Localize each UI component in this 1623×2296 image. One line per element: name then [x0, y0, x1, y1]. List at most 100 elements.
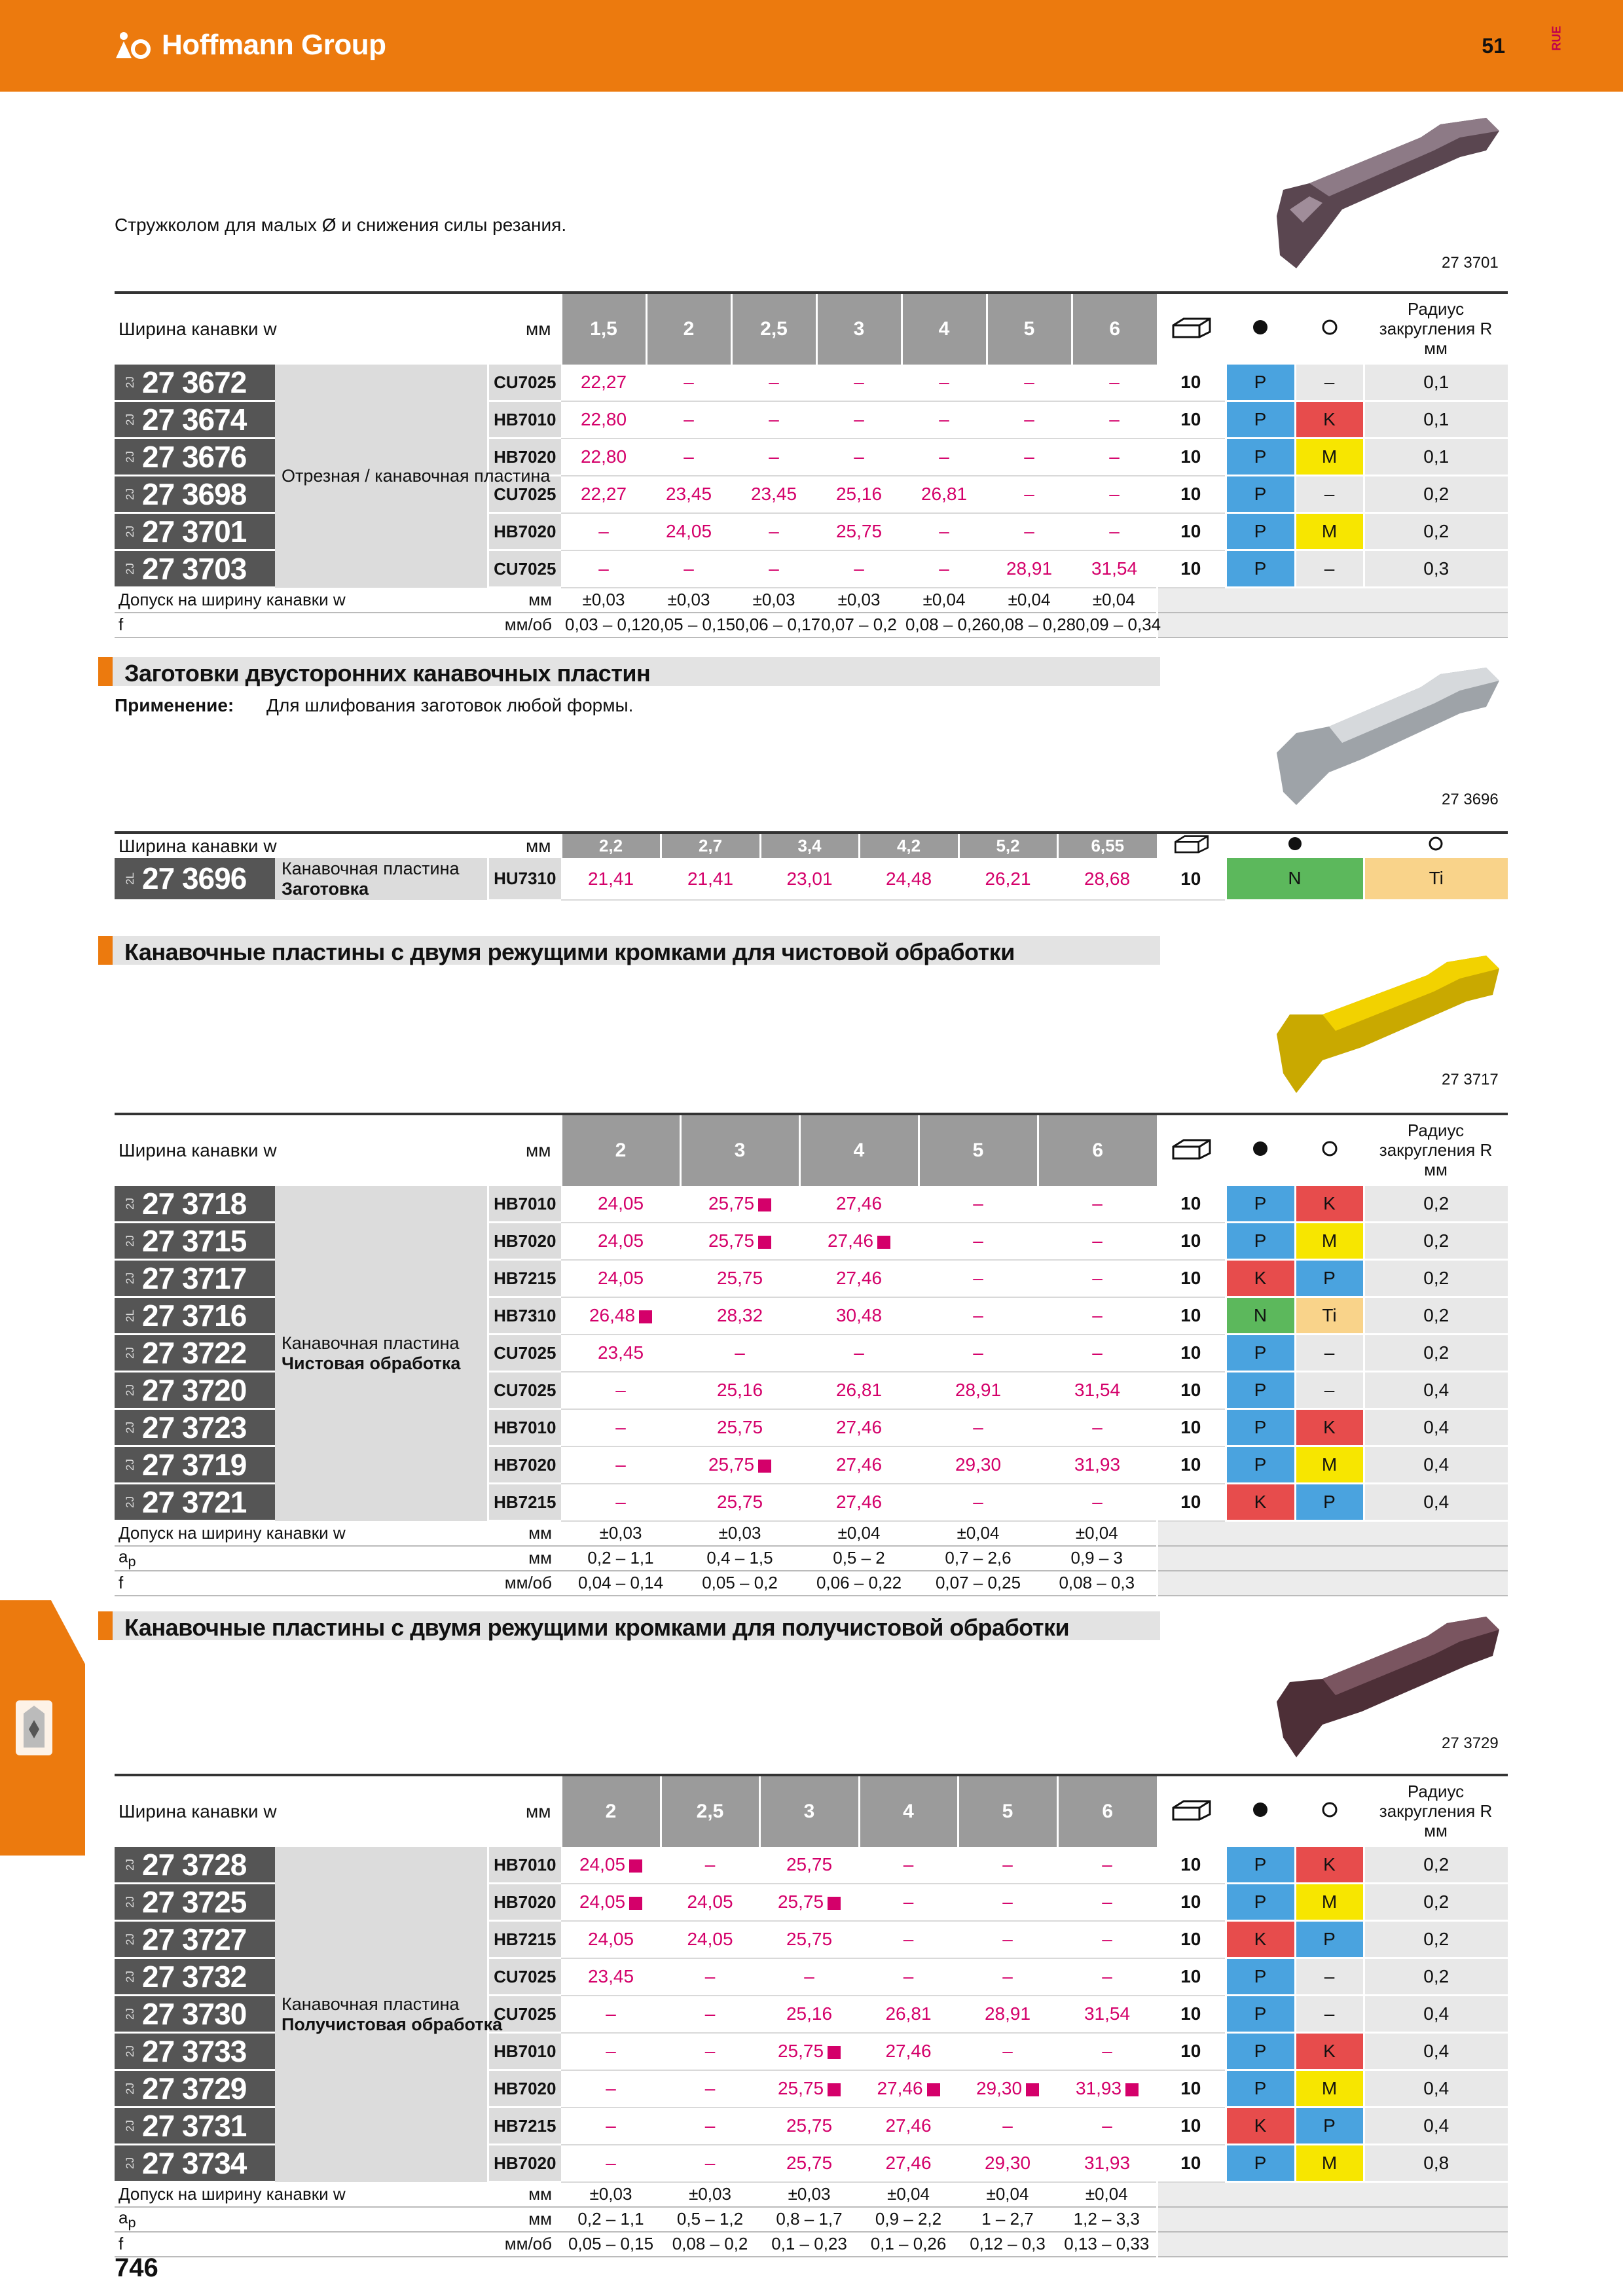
- article-code[interactable]: 2J 27 3719: [115, 1446, 275, 1484]
- grade: HB7020: [486, 1446, 562, 1484]
- table-row[interactable]: 2J 27 3703 CU7025– – – – –28,91 31,54 10 P –0,3: [115, 550, 1508, 588]
- stock-marker-icon: [1125, 2083, 1139, 2096]
- price-value: 25,75: [777, 1892, 824, 1912]
- table-row[interactable]: 2J 27 3672 Отрезная / канавочная пластина C…: [115, 365, 1508, 588]
- article-code[interactable]: 2L 27 3696: [115, 858, 275, 901]
- table-row[interactable]: 2J 27 3734 HB7020 – – 25,75 27,46 29,30 31,93 10 P…: [115, 2144, 1508, 2183]
- price-value: –: [1092, 1342, 1103, 1363]
- price-value: –: [973, 1342, 983, 1363]
- width-label: Ширина канавки w: [115, 1774, 488, 1847]
- feed-value: 0,06 – 0,22: [799, 1570, 919, 1596]
- table-row[interactable]: 2J 27 3718 Канавочная пластина Чистовая обр…: [115, 1186, 1508, 1521]
- price: 27,46: [799, 1446, 919, 1484]
- package-qty: 10: [1157, 2032, 1226, 2071]
- article-code[interactable]: 2J 27 3701: [115, 512, 275, 551]
- price: –: [646, 401, 732, 439]
- price-value: 25,75: [786, 1929, 833, 1949]
- price-value: 25,75: [716, 1268, 763, 1288]
- article-code[interactable]: 2J 27 3729: [115, 2070, 275, 2108]
- article-code[interactable]: 2J 27 3731: [115, 2107, 275, 2145]
- article-code[interactable]: 2J 27 3703: [115, 550, 275, 588]
- table-row[interactable]: 2L 27 3716 HB7310 26,48 28,32 30,48 – – 10 N Ti 0,2: [115, 1297, 1508, 1335]
- article-number: 27 3698: [142, 477, 247, 511]
- grade: HB7215: [486, 2107, 562, 2145]
- empty-cell: [1156, 1570, 1508, 1596]
- article-code[interactable]: 2J 27 3720: [115, 1371, 275, 1410]
- price: –: [958, 1847, 1058, 1884]
- table-row[interactable]: 2J 27 3722 CU7025 23,45– – – –10 P –0,2: [115, 1334, 1508, 1372]
- width-col: 6: [1036, 1113, 1158, 1186]
- table-row[interactable]: 2J 27 3717 HB7215 24,05 25,75 27,46 – – 10 K P 0,2: [115, 1259, 1508, 1298]
- article-code[interactable]: 2J 27 3728: [115, 1847, 275, 1884]
- article-code[interactable]: 2J 27 3676: [115, 438, 275, 476]
- article-code[interactable]: 2J 27 3674: [115, 401, 275, 439]
- table-row[interactable]: 2J 27 3719 HB7020 – 25,75 27,46 29,30 31,93 10 P M…: [115, 1446, 1508, 1484]
- price-value: –: [903, 1854, 914, 1875]
- material-secondary: K: [1294, 1847, 1364, 1884]
- article-code[interactable]: 2J 27 3717: [115, 1259, 275, 1298]
- grade: HB7215: [486, 1259, 562, 1298]
- article-code[interactable]: 2J 27 3725: [115, 1883, 275, 1922]
- article-code[interactable]: 2J 27 3730: [115, 1995, 275, 2034]
- table-row[interactable]: 2J 27 3721 HB7215 – 25,75 27,46 – – 10 K P 0,4: [115, 1483, 1508, 1522]
- table-row[interactable]: 2J 27 3730 CU7025 – – 25,16 26,81 28,91 31,54 10 P…: [115, 1995, 1508, 2034]
- price-value: 25,75: [786, 2153, 833, 2173]
- article-code[interactable]: 2J 27 3723: [115, 1408, 275, 1447]
- table-row[interactable]: 2L 27 3696 Канавочная пластина Заготовка…: [115, 858, 1508, 901]
- price: –: [561, 1995, 661, 2034]
- price: 25,75: [680, 1222, 800, 1261]
- table-row[interactable]: 2J 27 3732 CU7025 23,45– – – – –10 P –0,2: [115, 1958, 1508, 1996]
- corner-radius: 0,2: [1362, 1259, 1508, 1298]
- article-code[interactable]: 2J 27 3718: [115, 1186, 275, 1223]
- price: 23,45: [646, 475, 732, 514]
- price: –: [1057, 2107, 1158, 2145]
- article-code[interactable]: 2J 27 3722: [115, 1334, 275, 1372]
- price-value: 31,93: [1074, 1454, 1121, 1475]
- article-code[interactable]: 2J 27 3715: [115, 1222, 275, 1261]
- article-code[interactable]: 2J 27 3698: [115, 475, 275, 514]
- package-icon: [1157, 1113, 1226, 1186]
- price-value: –: [1092, 1305, 1103, 1325]
- table-row[interactable]: 2J 27 3725 HB7020 24,05 24,05 25,75 – – – 10 P M 0,2: [115, 1883, 1508, 1922]
- price-value: 23,45: [587, 1966, 634, 1986]
- article-code[interactable]: 2J 27 3732: [115, 1958, 275, 1996]
- ap-subscript: p: [128, 2214, 136, 2231]
- table-row[interactable]: 2J 27 3731 HB7215 – – 25,75 27,46 – – 10 K P 0,4: [115, 2107, 1508, 2145]
- table-row[interactable]: 2J 27 3729 HB7020 – – 25,75 27,46 29,30 31,93 10 P…: [115, 2070, 1508, 2108]
- stock-marker-icon: [758, 1459, 772, 1473]
- insert-image-1: [1277, 118, 1499, 268]
- empty-cell: [1156, 2206, 1508, 2233]
- material-primary: P: [1224, 2032, 1296, 2071]
- article-code[interactable]: 2J 27 3733: [115, 2032, 275, 2071]
- article-code[interactable]: 2J 27 3672: [115, 365, 275, 402]
- article-code[interactable]: 2L 27 3716: [115, 1297, 275, 1335]
- table-row[interactable]: 2J 27 3715 HB7020 24,05 25,75 27,46 – – 10 P M 0,2: [115, 1222, 1508, 1261]
- article-number: 27 3725: [142, 1885, 247, 1919]
- price: –: [561, 2144, 661, 2183]
- tolerance-value: ±0,04: [987, 587, 1072, 613]
- table-row[interactable]: 2J 27 3723 HB7010 – 25,75 27,46 – – 10 P K 0,4: [115, 1408, 1508, 1447]
- table-row[interactable]: 2J 27 3676 HB7020 22,80 – – – – – – 10 P M 0,1: [115, 438, 1508, 476]
- price-value: 27,46: [885, 2041, 932, 2061]
- price: 24,05: [561, 1222, 681, 1261]
- table-row[interactable]: 2J 27 3674 HB7010 22,80 – – – – – – 10 P K 0,1: [115, 401, 1508, 439]
- table-row[interactable]: 2J 27 3720 CU7025–25,16 26,81 28,91 31,54 10 P –…: [115, 1371, 1508, 1410]
- package-qty: 10: [1157, 1222, 1226, 1261]
- image-caption-1: 27 3701: [1442, 254, 1499, 272]
- corner-radius: 0,4: [1362, 2070, 1508, 2108]
- price: 24,48: [859, 858, 959, 901]
- article-number: 27 3715: [142, 1224, 247, 1258]
- article-code[interactable]: 2J 27 3734: [115, 2144, 275, 2183]
- article-code[interactable]: 2J 27 3727: [115, 1920, 275, 1959]
- table-row[interactable]: 2J 27 3733 HB7010 – – 25,75 27,46 – – 10 P K 0,4: [115, 2032, 1508, 2071]
- table-row[interactable]: 2J 27 3727 HB7215 24,05 24,05 25,75 – – – 10 K P 0,2: [115, 1920, 1508, 1959]
- feed-value: 0,06 – 0,17: [731, 612, 820, 638]
- price-value: –: [1002, 1892, 1013, 1912]
- table-row[interactable]: 2J 27 3698 CU7025 22,27 23,45 23,45 25,16 26,81…: [115, 475, 1508, 514]
- article-prefix: 2J: [124, 526, 136, 537]
- depth-value: 1 – 2,7: [958, 2206, 1058, 2233]
- article-code[interactable]: 2J 27 3721: [115, 1483, 275, 1522]
- table-row[interactable]: 2J 27 3728 Канавочная пластина Получистовая…: [115, 1847, 1508, 2182]
- brand-logo[interactable]: Hoffmann Group: [115, 29, 386, 62]
- table-row[interactable]: 2J 27 3701 HB7020 – 24,05 – 25,75 – – – 10 P M 0,2: [115, 512, 1508, 551]
